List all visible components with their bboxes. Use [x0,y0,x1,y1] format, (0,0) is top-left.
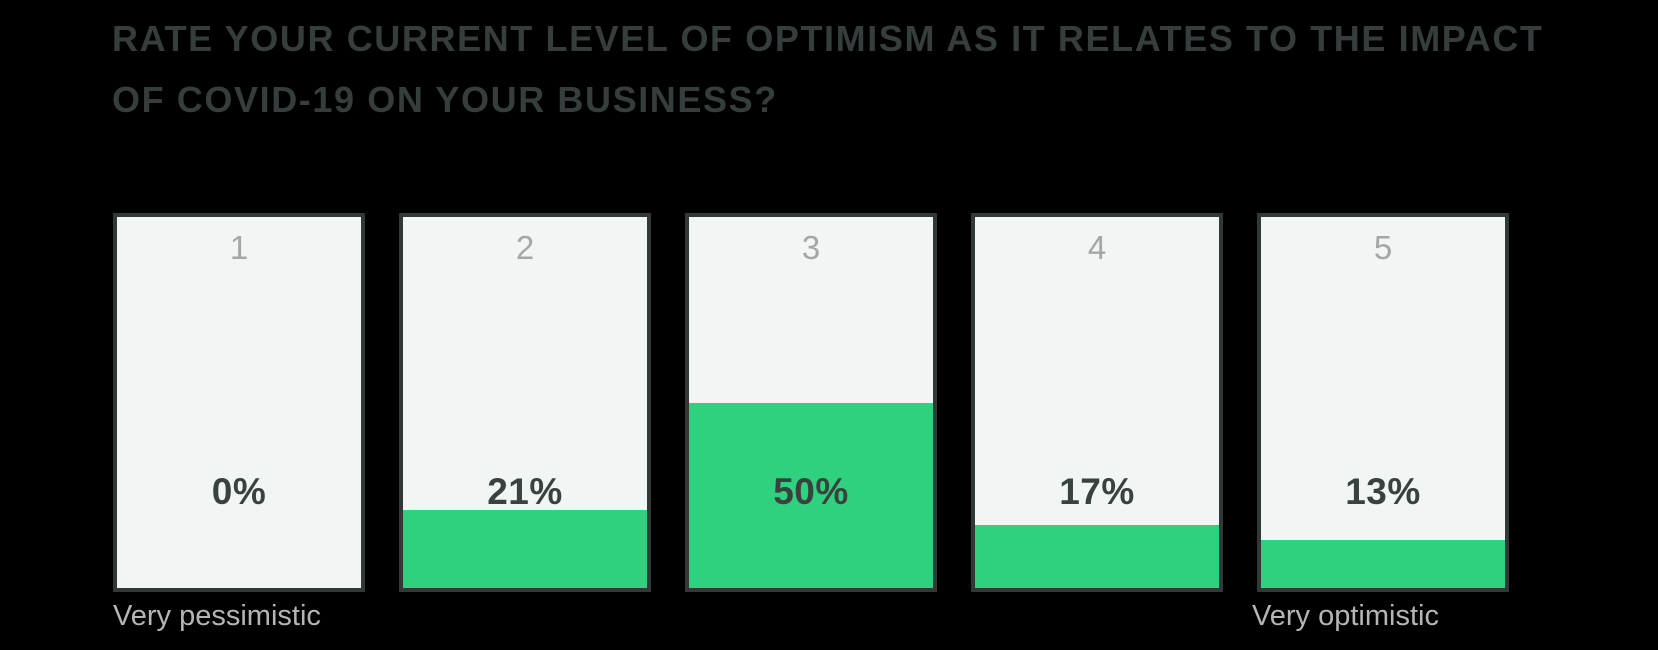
rating-box-1: 1 0% [113,213,365,592]
rating-fill-2 [403,510,647,588]
rating-percent-2: 21% [487,470,563,512]
rating-box-5: 5 13% [1257,213,1509,592]
rating-box-4: 4 17% [971,213,1223,592]
rating-fill-5 [1261,539,1505,588]
rating-percent-1: 0% [211,470,267,512]
question-title-line2: OF COVID-19 ON YOUR BUSINESS? [112,79,778,120]
rating-number-4: 4 [1087,229,1107,266]
rating-box-3: 3 50% [685,213,937,592]
rating-box-2: 2 21% [399,213,651,592]
rating-percent-4: 17% [1059,470,1135,512]
rating-scale: 1 0% 2 21% 3 50% 4 17% 5 13% [113,213,1509,592]
rating-number-3: 3 [801,229,821,266]
scale-min-label: Very pessimistic [113,600,321,632]
rating-number-2: 2 [515,229,535,266]
rating-percent-3: 50% [773,470,849,512]
scale-axis-labels: Very pessimistic Very optimistic [113,600,1500,640]
question-title-line1: RATE YOUR CURRENT LEVEL OF OPTIMISM AS I… [112,18,1544,59]
rating-number-1: 1 [229,229,249,266]
scale-max-label: Very optimistic [1252,600,1439,632]
rating-percent-5: 13% [1345,470,1421,512]
rating-number-5: 5 [1373,229,1393,266]
rating-fill-3 [689,402,933,588]
rating-fill-4 [975,524,1219,588]
question-title: RATE YOUR CURRENT LEVEL OF OPTIMISM AS I… [112,8,1544,130]
